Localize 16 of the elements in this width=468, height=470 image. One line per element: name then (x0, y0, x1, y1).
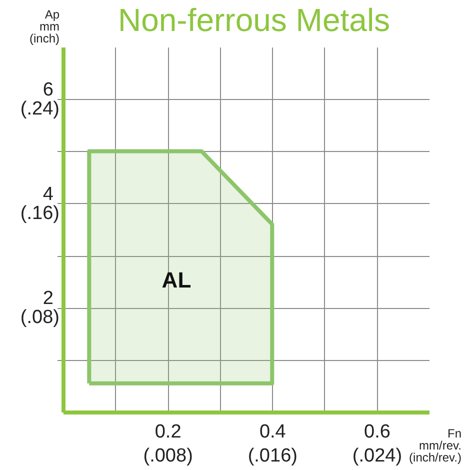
y-tick-label: 6 (42, 80, 54, 101)
chart-title: Non-ferrous Metals (116, 1, 392, 40)
y2-tick-label: (.24) (20, 98, 60, 120)
y2-tick-label: (.16) (20, 202, 60, 224)
x-axis-title: Fn mm/rev. (inch/rev.) (409, 426, 462, 464)
y2-tick-label: (.08) (20, 307, 60, 328)
x2-tick-label: (.008) (143, 446, 193, 466)
y-axis-title: Ap mm (inch) (29, 8, 60, 46)
x-tick-label: 0.2 (154, 422, 182, 442)
annotation: AL (162, 268, 192, 293)
x-tick-label: 0.6 (364, 422, 390, 442)
x-tick-label: 0.4 (259, 422, 286, 442)
x2-tick-label: (.024) (352, 446, 402, 466)
y-tick-label: 2 (42, 288, 54, 310)
x2-tick-label: (.016) (248, 446, 298, 466)
y-tick-label: 4 (42, 184, 54, 205)
